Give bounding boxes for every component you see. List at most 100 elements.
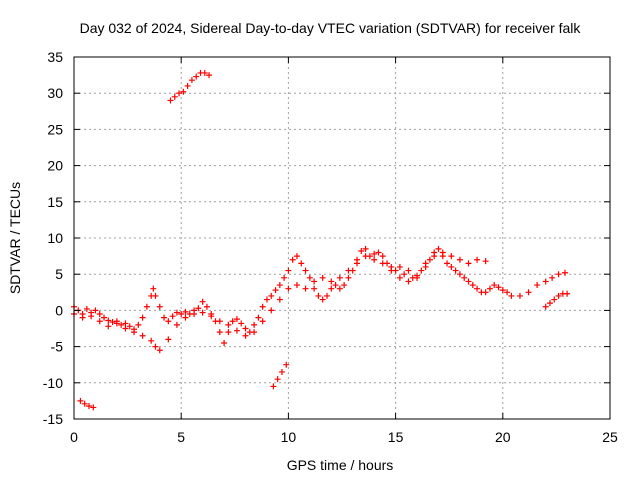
data-point xyxy=(118,321,125,328)
x-tick-label: 25 xyxy=(602,429,618,445)
data-point xyxy=(375,249,382,256)
data-point xyxy=(482,289,489,296)
data-point xyxy=(272,287,279,294)
data-point xyxy=(323,292,330,299)
data-point xyxy=(251,329,258,336)
data-point xyxy=(242,332,249,339)
data-point xyxy=(221,339,228,346)
y-tick-label: 15 xyxy=(47,194,63,210)
x-axis-label: GPS time / hours xyxy=(287,457,394,473)
data-point xyxy=(278,368,285,375)
y-axis-label: SDTVAR / TECUs xyxy=(7,182,23,294)
series-upper-arc xyxy=(167,69,213,104)
data-point xyxy=(165,318,172,325)
data-point xyxy=(109,318,116,325)
data-point xyxy=(362,253,369,260)
data-point xyxy=(319,296,326,303)
series-late-segment xyxy=(516,269,568,299)
data-point xyxy=(315,292,322,299)
data-point xyxy=(193,73,200,80)
data-point xyxy=(551,296,558,303)
y-tick-label: -10 xyxy=(43,375,63,391)
data-point xyxy=(182,314,189,321)
data-point xyxy=(242,325,249,332)
data-point xyxy=(452,267,459,274)
data-point xyxy=(474,256,481,263)
data-point xyxy=(268,292,275,299)
y-tick-label: -5 xyxy=(51,339,64,355)
data-point xyxy=(180,88,187,95)
data-point xyxy=(182,308,189,315)
data-point xyxy=(139,314,146,321)
data-point xyxy=(259,318,266,325)
data-point xyxy=(555,271,562,278)
data-point xyxy=(328,285,335,292)
data-point xyxy=(251,321,258,328)
data-point xyxy=(418,267,425,274)
series-late-lower xyxy=(542,290,571,310)
data-point xyxy=(293,282,300,289)
data-point xyxy=(302,267,309,274)
data-point xyxy=(345,274,352,281)
y-tick-label: -15 xyxy=(43,411,63,427)
data-point xyxy=(105,323,112,330)
data-point xyxy=(165,336,172,343)
data-point xyxy=(96,318,103,325)
data-point xyxy=(448,253,455,260)
data-point xyxy=(422,263,429,270)
data-point xyxy=(401,271,408,278)
data-point xyxy=(152,292,159,299)
data-point xyxy=(486,285,493,292)
data-point xyxy=(276,296,283,303)
data-point xyxy=(96,311,103,318)
y-tick-label: 10 xyxy=(47,230,63,246)
data-point xyxy=(86,402,93,409)
data-point xyxy=(274,376,281,383)
data-point xyxy=(371,256,378,263)
data-point xyxy=(555,292,562,299)
x-tick-label: 5 xyxy=(177,429,185,445)
data-point xyxy=(101,314,108,321)
data-point xyxy=(302,285,309,292)
data-point xyxy=(306,274,313,281)
data-point xyxy=(105,317,112,324)
marks-layer xyxy=(71,69,571,411)
data-point xyxy=(184,82,191,89)
data-point xyxy=(139,332,146,339)
data-point xyxy=(79,314,86,321)
data-point xyxy=(341,282,348,289)
data-point xyxy=(77,397,84,404)
data-point xyxy=(152,343,159,350)
data-point xyxy=(90,404,97,411)
data-point xyxy=(281,274,288,281)
data-point xyxy=(405,278,412,285)
y-tick-label: 0 xyxy=(55,302,63,318)
data-point xyxy=(461,274,468,281)
data-point xyxy=(81,400,88,407)
series-secondary-trace xyxy=(71,249,489,354)
data-point xyxy=(122,325,129,332)
y-tick-label: 25 xyxy=(47,121,63,137)
data-point xyxy=(206,72,213,79)
data-point xyxy=(156,347,163,354)
data-point xyxy=(465,260,472,267)
data-point xyxy=(276,282,283,289)
data-point xyxy=(156,303,163,310)
data-point xyxy=(508,292,515,299)
data-point xyxy=(203,303,210,310)
data-point xyxy=(328,278,335,285)
data-point xyxy=(188,77,195,84)
data-point xyxy=(148,337,155,344)
data-point xyxy=(495,284,502,291)
data-point xyxy=(456,256,463,263)
data-point xyxy=(332,282,339,289)
data-point xyxy=(388,267,395,274)
data-point xyxy=(263,296,270,303)
data-point xyxy=(259,303,266,310)
data-point xyxy=(542,303,549,310)
data-point xyxy=(371,250,378,257)
grid-layer xyxy=(74,57,610,419)
data-point xyxy=(225,329,232,336)
data-point xyxy=(336,285,343,292)
data-point xyxy=(396,263,403,270)
